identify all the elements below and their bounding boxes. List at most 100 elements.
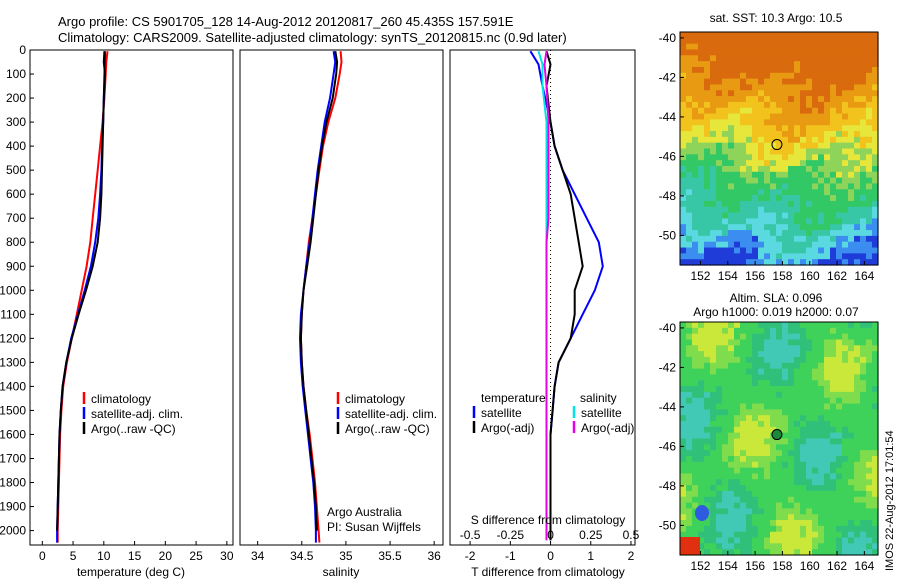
map-cell [788, 397, 795, 405]
map-cell [860, 450, 867, 457]
map-cell [698, 49, 705, 56]
map-cell [764, 549, 771, 556]
map-cell [758, 247, 765, 254]
map-cell [872, 165, 879, 173]
map-cell [746, 438, 753, 445]
map-cell [680, 142, 687, 150]
map-cell [746, 322, 753, 329]
legend-label-argo: Argo(..raw -QC) [91, 422, 176, 436]
map-cell [806, 362, 813, 370]
map-cell [860, 345, 867, 352]
map-cell [836, 107, 843, 115]
map-cell [704, 101, 711, 109]
map-cell [752, 351, 759, 358]
map-cell [848, 421, 855, 428]
map-cell [794, 508, 801, 515]
map-cell [836, 90, 843, 97]
map-cell [722, 461, 729, 469]
map-cell [818, 438, 825, 445]
map-cell [740, 101, 747, 109]
map-cell [776, 235, 783, 243]
map-cell [794, 450, 801, 457]
map-cell [836, 531, 843, 539]
map-cell [740, 78, 747, 86]
map-cell [806, 421, 813, 428]
map-cell [692, 351, 699, 358]
map-cell [788, 43, 795, 51]
map-cell [866, 259, 873, 266]
map-cell [764, 49, 771, 56]
map-cell [698, 339, 705, 346]
map-cell [860, 119, 867, 126]
map-cell [794, 345, 801, 352]
map-cell [866, 421, 873, 428]
map-cell [692, 154, 699, 161]
map-cell [770, 368, 777, 376]
map-cell [818, 386, 825, 393]
map-cell [746, 165, 753, 173]
map-cell [728, 339, 735, 346]
map-cell [812, 432, 819, 440]
map-cell [812, 322, 819, 329]
map-cell [686, 113, 693, 120]
map-cell [710, 450, 717, 457]
map-cell [806, 148, 813, 155]
map-cell [788, 241, 795, 249]
map-cell [770, 421, 777, 428]
map-cell [734, 426, 741, 434]
map-cell [716, 374, 723, 381]
map-cell [746, 259, 753, 266]
map-cell [842, 235, 849, 243]
map-cell [770, 165, 777, 173]
map-cell [842, 78, 849, 86]
map-cell [722, 450, 729, 457]
t-difference-x-axis: -2 -1 0 1 2 [465, 541, 635, 563]
map-cell [728, 467, 735, 475]
map-cell [758, 549, 765, 556]
map-cell [704, 131, 711, 138]
map-cell [794, 426, 801, 434]
map-cell [836, 78, 843, 86]
map-cell [836, 333, 843, 341]
map-cell [764, 235, 771, 243]
map-cell [824, 183, 831, 190]
map-cell [710, 397, 717, 405]
map-cell [722, 467, 729, 475]
map-cell [764, 241, 771, 249]
map-cell [704, 32, 711, 39]
map-cell [770, 397, 777, 405]
map-cell [698, 450, 705, 457]
map-cell [794, 409, 801, 416]
lat-tick-label: -44 [659, 110, 677, 124]
map-cell [800, 415, 807, 422]
map-cell [716, 183, 723, 190]
map-cell [740, 362, 747, 370]
map-cell [740, 549, 747, 556]
sst-map [680, 32, 879, 266]
map-cell [704, 200, 711, 208]
map-cell [794, 107, 801, 115]
map-cell [710, 61, 717, 68]
map-cell [680, 66, 687, 74]
map-cell [698, 224, 705, 231]
map-cell [812, 200, 819, 208]
map-cell [842, 206, 849, 214]
sla-map-title: Altim. SLA: 0.096 [730, 291, 823, 305]
map-cell [746, 206, 753, 214]
map-cell [758, 136, 765, 144]
map-cell [698, 543, 705, 550]
map-cell [866, 113, 873, 120]
map-cell [752, 32, 759, 39]
map-cell [698, 345, 705, 352]
map-cell [812, 426, 819, 434]
map-cell [824, 107, 831, 115]
depth-tick-label: 600 [6, 187, 26, 201]
map-cell [866, 450, 873, 457]
map-cell [734, 525, 741, 533]
map-cell [734, 362, 741, 370]
map-cell [716, 160, 723, 167]
map-cell [716, 473, 723, 480]
map-cell [794, 43, 801, 51]
map-cell [794, 362, 801, 370]
map-cell [860, 467, 867, 475]
